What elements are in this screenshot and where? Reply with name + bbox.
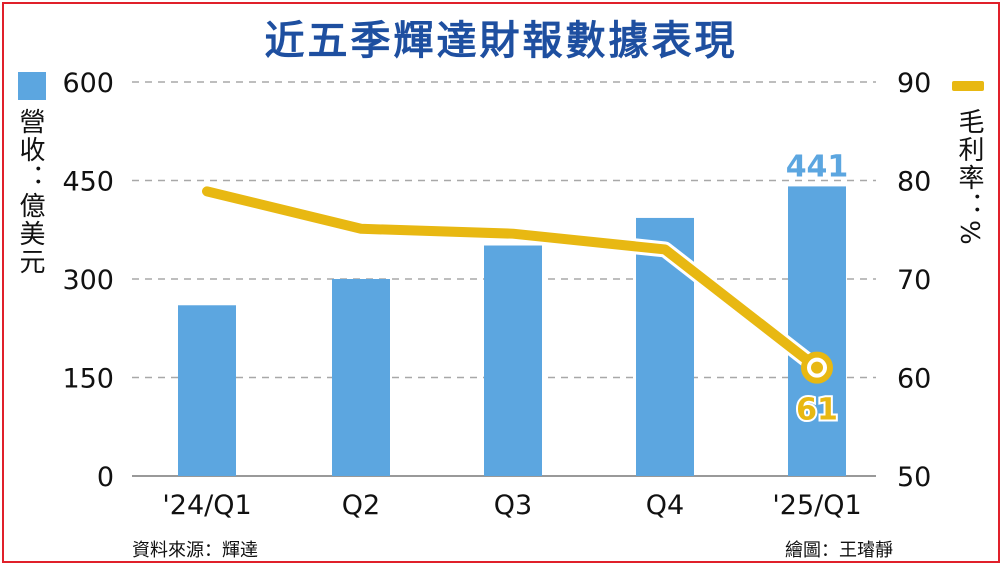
bar xyxy=(178,305,236,476)
right-tick-label: 90 xyxy=(897,68,931,99)
line-data-label: 61 xyxy=(796,393,838,428)
right-tick-label: 80 xyxy=(897,167,931,198)
legend-line-swatch xyxy=(952,81,984,91)
left-tick-label: 300 xyxy=(62,265,114,296)
source-note: 資料來源：輝達 xyxy=(132,540,258,561)
right-tick-label: 70 xyxy=(897,265,931,296)
bar-data-label: 441 xyxy=(786,149,849,184)
legend-bar-swatch xyxy=(18,72,46,100)
left-tick-label: 150 xyxy=(62,364,114,395)
left-axis-label: 營收：億美元 xyxy=(15,108,45,276)
right-axis-label: 毛利率：% xyxy=(954,108,984,247)
right-tick-label: 50 xyxy=(897,462,931,493)
left-tick-label: 0 xyxy=(97,462,114,493)
line-series xyxy=(202,186,822,373)
x-tick-label: Q3 xyxy=(494,490,532,521)
bar xyxy=(484,245,542,476)
x-tick-label: Q2 xyxy=(342,490,380,521)
x-tick-label: Q4 xyxy=(646,490,684,521)
line-point-dot xyxy=(811,361,823,374)
chart-plot: 0 150 300 450 600 50 60 70 80 90 '24/Q1 Q2 Q3 Q4 '25/Q… xyxy=(62,68,931,521)
bar xyxy=(788,186,846,476)
x-tick-label: '24/Q1 xyxy=(162,490,251,521)
right-tick-label: 60 xyxy=(897,364,931,395)
bar xyxy=(332,279,390,476)
chart-title: 近五季輝達財報數據表現 xyxy=(264,18,738,64)
credit-note: 繪圖：王璿靜 xyxy=(785,540,893,561)
left-tick-label: 600 xyxy=(62,68,114,99)
left-tick-label: 450 xyxy=(62,167,114,198)
x-tick-label: '25/Q1 xyxy=(772,490,861,521)
